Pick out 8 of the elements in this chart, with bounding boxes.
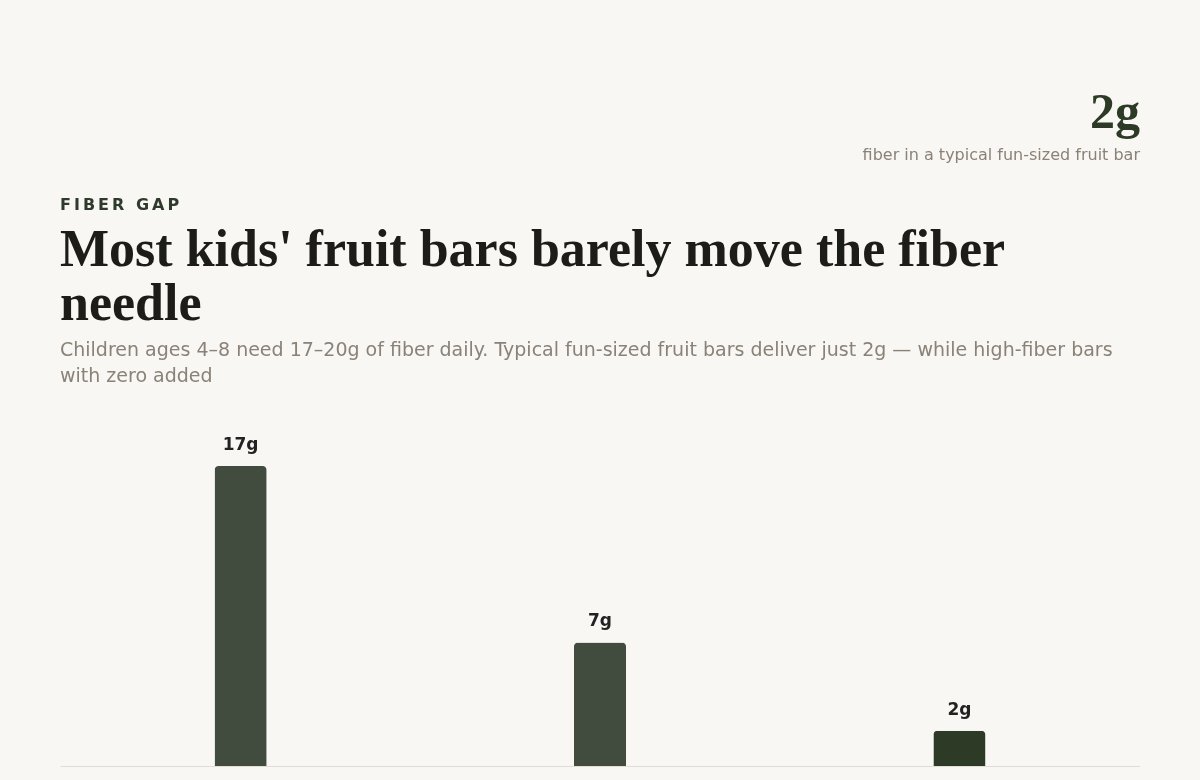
text: FIBER GAP: [60, 195, 183, 214]
chart-subtitle: Children ages 4–8 need 17–20g of fiber daily. Typical fun-sized fruit bars deliver just 2g — while high-fiber bars with zero added: [60, 337, 1114, 388]
data-label: 7g: [588, 610, 612, 631]
text: fiber in a typical fun-sized fruit bar: [862, 145, 1140, 164]
chart-title: Most kids' fruit bars barely move the fiber needle: [60, 220, 1006, 331]
text: 2g: [1090, 82, 1140, 140]
data-label: 2g: [947, 698, 972, 719]
data-label: 17g: [222, 434, 259, 454]
